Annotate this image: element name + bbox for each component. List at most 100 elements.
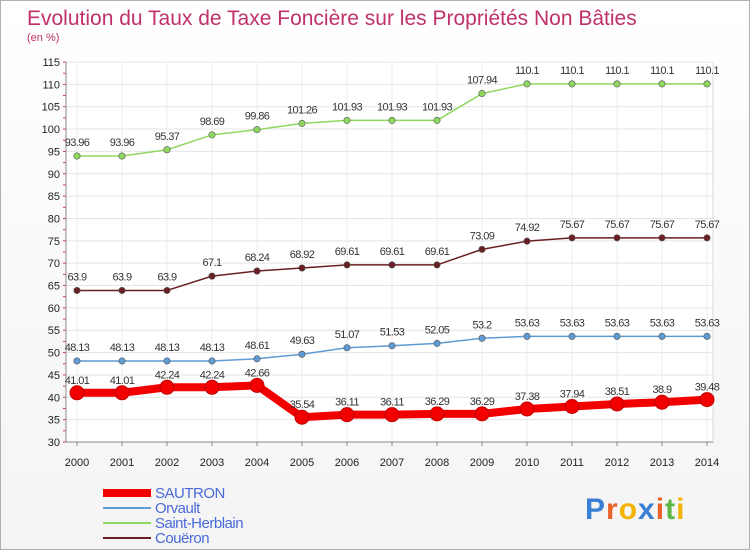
data-label: 63.9 xyxy=(157,271,176,283)
data-label: 63.9 xyxy=(112,271,131,283)
x-tick-label: 2007 xyxy=(380,457,404,469)
y-tick-label: 35 xyxy=(48,415,60,427)
y-tick-label: 100 xyxy=(42,124,60,136)
legend-label: Orvault xyxy=(155,500,201,517)
data-point xyxy=(163,357,171,365)
data-label: 35.54 xyxy=(290,399,315,411)
data-point xyxy=(343,116,351,124)
y-tick-label: 110 xyxy=(42,79,60,91)
data-point xyxy=(298,264,306,272)
data-label: 48.13 xyxy=(200,342,225,354)
x-tick-label: 2001 xyxy=(110,457,134,469)
data-point xyxy=(163,146,171,154)
data-point xyxy=(73,357,81,365)
data-label: 53.63 xyxy=(560,317,585,329)
data-label: 110.1 xyxy=(650,65,674,77)
data-point xyxy=(163,286,171,294)
data-point xyxy=(298,119,306,127)
data-point xyxy=(429,406,445,422)
data-label: 53.2 xyxy=(472,319,491,331)
data-point xyxy=(523,332,531,340)
data-label: 110.1 xyxy=(515,65,539,77)
data-point xyxy=(609,396,625,412)
data-label: 48.13 xyxy=(110,342,135,354)
data-point xyxy=(253,355,261,363)
plot-area xyxy=(65,61,714,443)
y-tick-label: 45 xyxy=(48,370,60,382)
y-tick-label: 70 xyxy=(48,258,60,270)
data-point xyxy=(384,407,400,423)
data-point xyxy=(568,80,576,88)
series-layer xyxy=(69,80,715,425)
data-label: 53.63 xyxy=(515,317,540,329)
data-point xyxy=(298,350,306,358)
data-point xyxy=(208,272,216,280)
data-point xyxy=(118,286,126,294)
data-label: 101.93 xyxy=(377,101,408,113)
data-label: 68.92 xyxy=(290,249,315,261)
x-tick-label: 2014 xyxy=(695,457,719,469)
y-tick-label: 55 xyxy=(48,325,60,337)
data-label: 99.86 xyxy=(245,111,270,123)
data-label: 37.38 xyxy=(515,391,540,403)
data-label: 42.66 xyxy=(245,367,270,379)
data-point xyxy=(478,90,486,98)
data-label: 53.63 xyxy=(605,317,630,329)
data-label: 75.67 xyxy=(605,219,630,231)
data-label: 110.1 xyxy=(560,65,584,77)
data-label: 36.11 xyxy=(335,397,359,409)
y-tick-label: 75 xyxy=(48,236,60,248)
data-label: 101.93 xyxy=(422,101,453,113)
data-label: 48.13 xyxy=(155,342,180,354)
data-point xyxy=(703,234,711,242)
y-tick-label: 65 xyxy=(48,281,60,293)
data-point xyxy=(159,379,175,395)
data-point xyxy=(703,332,711,340)
x-tick-label: 2009 xyxy=(470,457,494,469)
data-point xyxy=(343,344,351,352)
data-label: 37.94 xyxy=(560,389,585,401)
data-label: 52.05 xyxy=(425,324,450,336)
x-tick-label: 2012 xyxy=(605,457,629,469)
data-label: 41.01 xyxy=(65,375,90,387)
data-point xyxy=(658,332,666,340)
data-point xyxy=(114,385,130,401)
data-label: 36.29 xyxy=(470,396,495,408)
data-point xyxy=(249,377,265,393)
data-label: 74.92 xyxy=(515,222,540,234)
data-label: 107.94 xyxy=(467,75,498,87)
data-point xyxy=(73,152,81,160)
data-label: 75.67 xyxy=(695,219,720,231)
data-label: 101.93 xyxy=(332,101,363,113)
data-point xyxy=(519,401,535,417)
data-point xyxy=(339,407,355,423)
data-label: 95.37 xyxy=(155,131,180,143)
legend-label: Saint-Herblain xyxy=(155,515,243,532)
data-label: 110.1 xyxy=(605,65,629,77)
data-point xyxy=(613,234,621,242)
y-tick-label: 115 xyxy=(42,57,60,69)
x-tick-label: 2003 xyxy=(200,457,224,469)
x-tick-label: 2008 xyxy=(425,457,449,469)
data-point xyxy=(523,237,531,245)
data-point xyxy=(703,80,711,88)
data-point xyxy=(433,261,441,269)
data-label: 51.07 xyxy=(335,329,360,341)
data-label: 69.61 xyxy=(380,246,405,258)
data-label: 110.1 xyxy=(695,65,719,77)
data-label: 93.96 xyxy=(110,137,135,149)
data-point xyxy=(433,339,441,347)
data-point xyxy=(658,80,666,88)
x-tick-label: 2011 xyxy=(560,457,584,469)
x-tick-label: 2013 xyxy=(650,457,674,469)
y-tick-label: 95 xyxy=(48,146,60,158)
data-label: 38.9 xyxy=(652,384,671,396)
y-tick-label: 50 xyxy=(48,348,60,360)
data-label: 51.53 xyxy=(380,327,405,339)
data-point xyxy=(208,131,216,139)
data-label: 41.01 xyxy=(110,375,135,387)
data-label: 69.61 xyxy=(425,246,450,258)
data-label: 36.29 xyxy=(425,396,450,408)
